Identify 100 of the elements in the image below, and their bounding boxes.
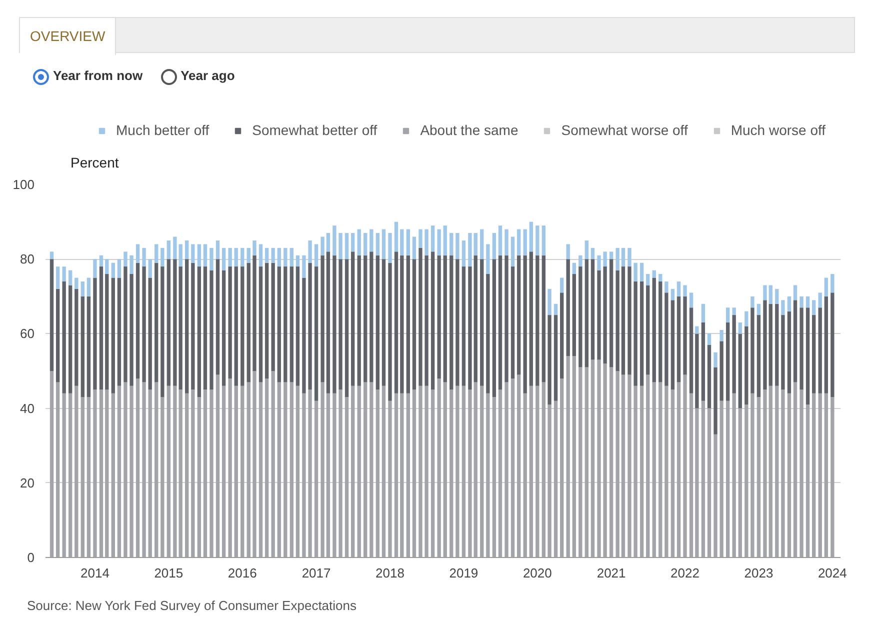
- bar: [800, 308, 804, 390]
- bar: [124, 252, 128, 267]
- bar: [726, 308, 730, 323]
- bar: [111, 278, 115, 394]
- bar: [364, 382, 368, 558]
- bar: [136, 378, 140, 558]
- bar: [117, 259, 122, 278]
- bar: [302, 393, 306, 558]
- bar: [338, 259, 342, 390]
- bar: [86, 397, 91, 558]
- bar: [314, 244, 318, 267]
- bar: [462, 266, 466, 386]
- bar: [590, 248, 595, 260]
- bar: [216, 259, 220, 375]
- bar: [443, 226, 447, 256]
- bar: [222, 386, 226, 558]
- bar: [228, 378, 232, 558]
- bar: [430, 390, 435, 558]
- bar: [246, 248, 250, 263]
- bar: [750, 296, 754, 308]
- bar: [394, 252, 398, 394]
- bar: [616, 270, 620, 371]
- bar: [412, 390, 416, 558]
- legend-label: Much better off: [116, 122, 210, 138]
- bar: [492, 259, 496, 398]
- bar: [510, 236, 515, 267]
- bar: [437, 255, 441, 378]
- bar: [701, 322, 706, 401]
- bar: [210, 390, 214, 558]
- bar: [474, 232, 478, 256]
- bar: [726, 322, 730, 401]
- bar: [750, 393, 754, 558]
- bar: [314, 266, 318, 401]
- bar: [302, 278, 306, 394]
- bar: [130, 386, 134, 558]
- bar: [332, 393, 336, 558]
- bar: [634, 262, 638, 282]
- bar: [830, 274, 834, 293]
- bar: [308, 262, 312, 390]
- x-tick-label: 2019: [449, 566, 478, 580]
- bar: [670, 300, 675, 390]
- bar: [160, 397, 164, 558]
- bar: [450, 255, 454, 390]
- bar: [609, 367, 614, 558]
- bar: [240, 248, 244, 267]
- bar: [430, 226, 435, 252]
- bar: [86, 278, 91, 296]
- bar: [701, 304, 706, 323]
- y-tick-label: 20: [20, 475, 35, 490]
- bar: [640, 281, 644, 386]
- bar: [676, 281, 681, 296]
- bar: [105, 274, 109, 390]
- bar: [80, 281, 84, 296]
- bar: [474, 382, 478, 558]
- bar: [566, 244, 570, 260]
- bar: [616, 371, 620, 558]
- bar: [56, 382, 60, 558]
- bar: [578, 266, 582, 368]
- bar: [744, 404, 748, 558]
- bar: [99, 255, 104, 267]
- bar: [763, 390, 767, 558]
- bar: [394, 222, 398, 252]
- bar: [154, 244, 158, 263]
- bar: [664, 292, 668, 386]
- bar: [185, 240, 189, 260]
- bar: [148, 259, 152, 278]
- bar: [284, 266, 288, 382]
- bar: [756, 315, 761, 398]
- bar: [756, 397, 761, 558]
- bar: [824, 296, 828, 394]
- bar: [50, 371, 54, 558]
- bar: [370, 382, 374, 558]
- bar: [412, 236, 416, 260]
- bar: [160, 266, 164, 398]
- bar: [621, 374, 626, 558]
- bar: [775, 288, 779, 304]
- bar: [296, 386, 300, 558]
- bar: [320, 236, 324, 256]
- bar: [707, 344, 712, 408]
- bar: [516, 255, 521, 375]
- bar: [357, 229, 361, 256]
- bar: [364, 232, 368, 256]
- bar: [775, 386, 779, 558]
- bar: [714, 434, 718, 558]
- bar: [296, 255, 300, 267]
- bar: [68, 270, 72, 286]
- bar: [406, 393, 410, 558]
- bar: [683, 285, 687, 296]
- bar: [203, 390, 208, 558]
- bar: [560, 278, 564, 293]
- bar: [93, 259, 97, 278]
- legend-label: Somewhat better off: [252, 122, 378, 138]
- bar: [683, 374, 687, 558]
- bar: [117, 278, 122, 386]
- bar: [124, 382, 128, 558]
- bar: [542, 255, 546, 382]
- bar: [308, 240, 312, 263]
- bar: [566, 259, 570, 356]
- bar: [510, 378, 515, 558]
- bar: [628, 374, 632, 558]
